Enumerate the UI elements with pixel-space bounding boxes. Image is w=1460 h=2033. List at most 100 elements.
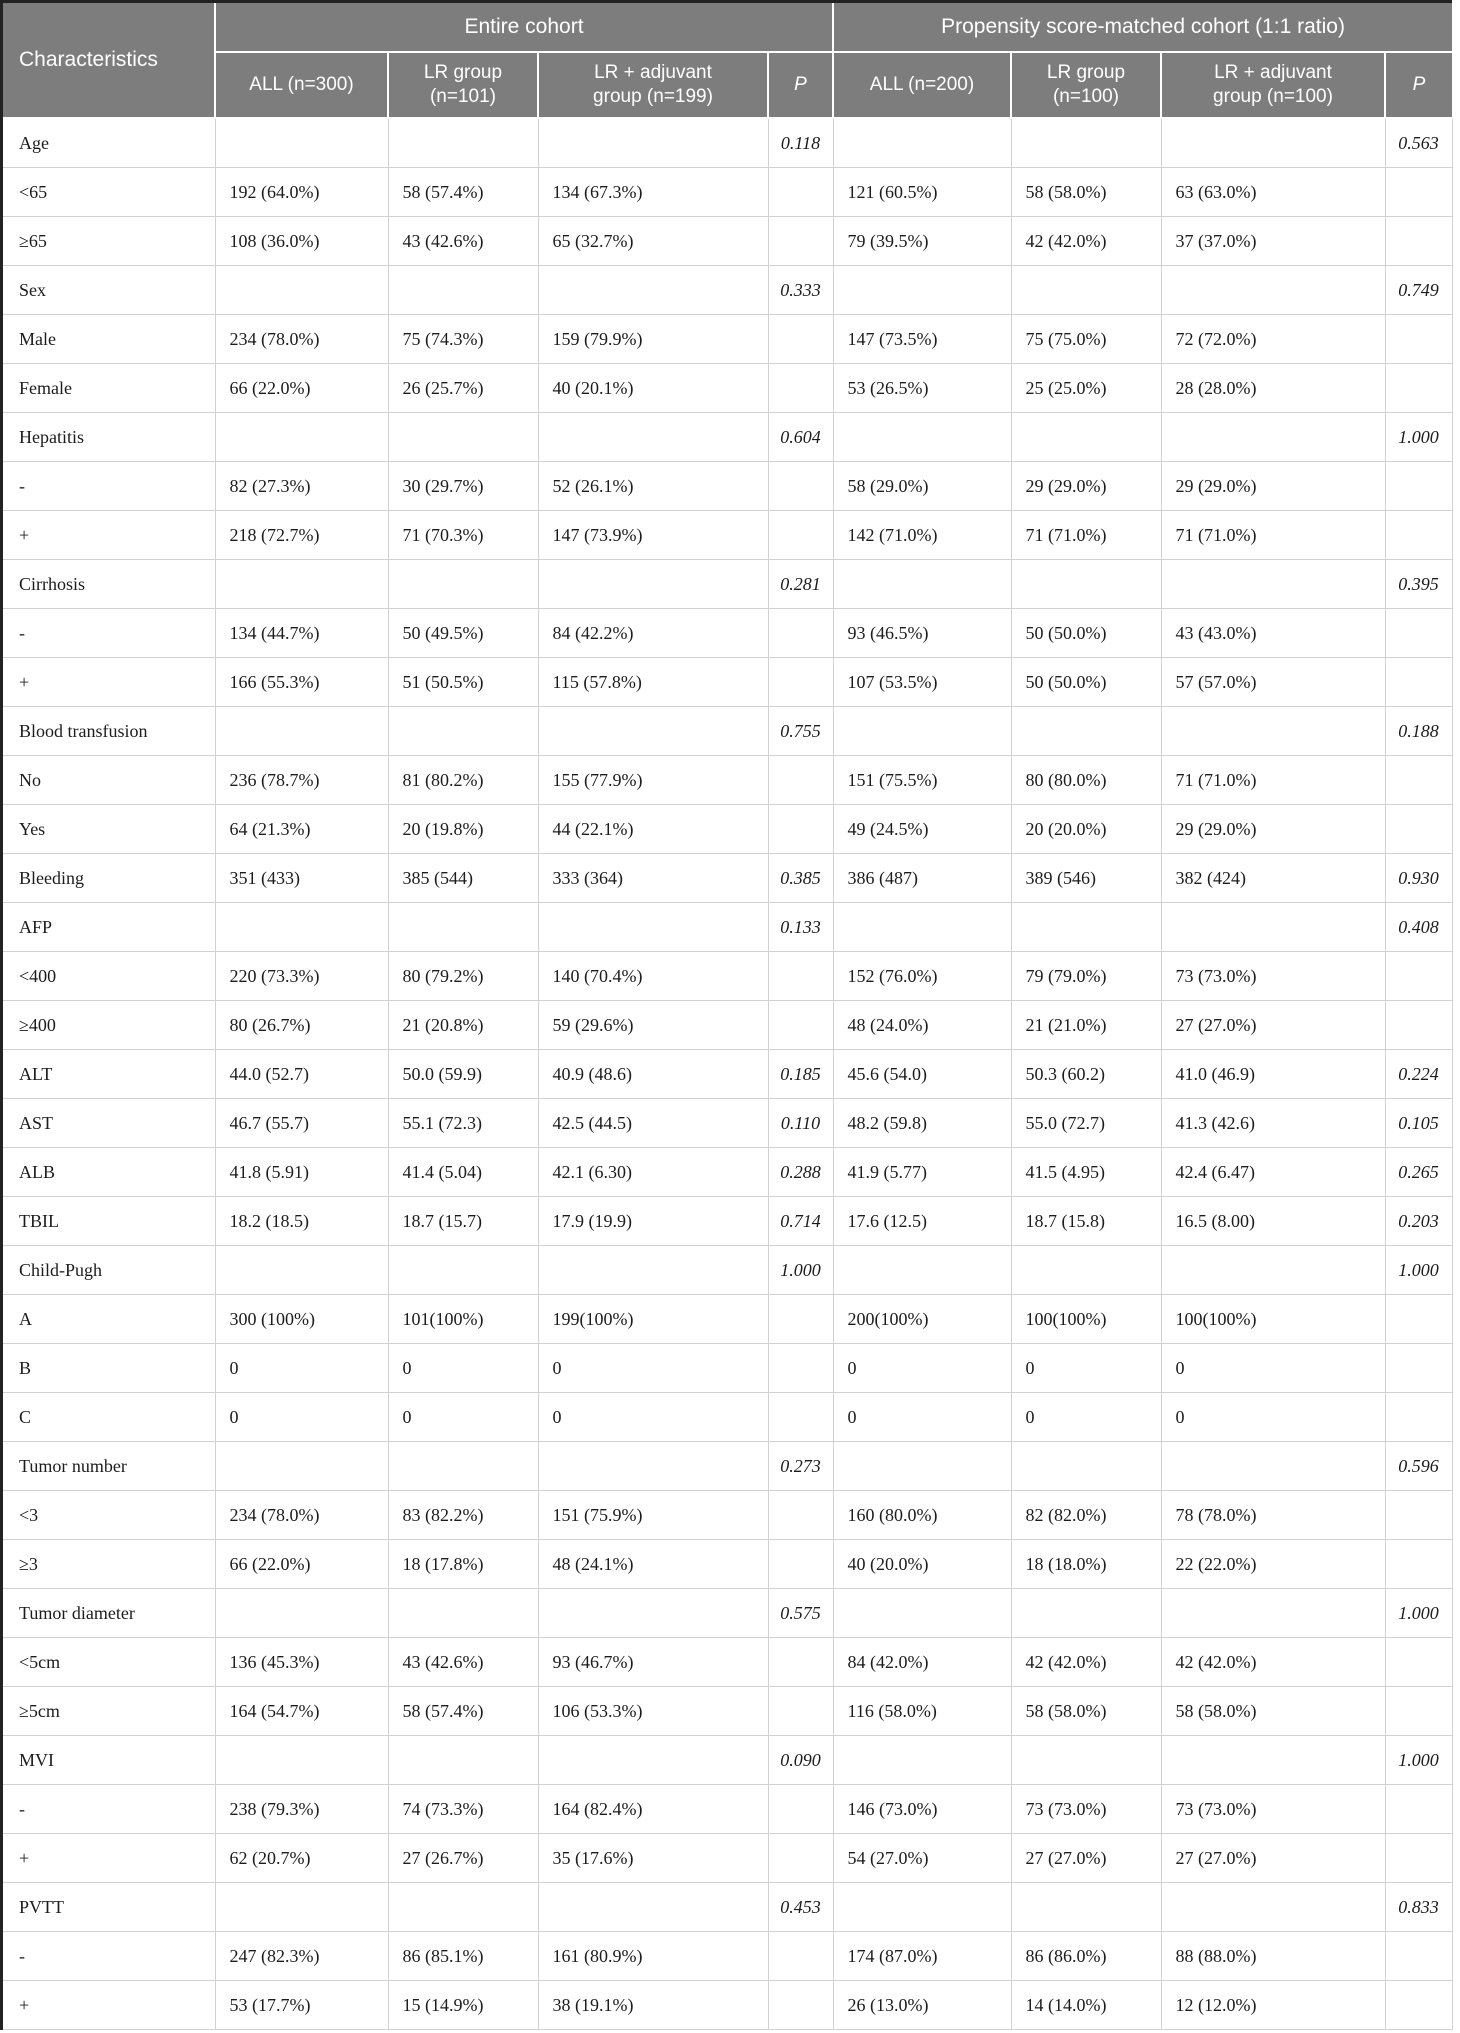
- data-cell: [832, 1588, 1012, 1638]
- data-cell: 54 (27.0%): [832, 1833, 1012, 1883]
- row-label: Male: [3, 314, 216, 364]
- data-cell: 64 (21.3%): [214, 804, 389, 854]
- data-cell: [387, 412, 539, 462]
- table-row: AFP 0.133 0.408: [3, 902, 1453, 952]
- data-cell: 101(100%): [387, 1294, 539, 1344]
- data-cell: 73 (73.0%): [1160, 1784, 1386, 1834]
- p-value-cell: 0.749: [1384, 265, 1453, 315]
- p-value-cell: 0.273: [767, 1441, 834, 1491]
- data-cell: [214, 1735, 389, 1785]
- p-value-cell: [1384, 608, 1453, 658]
- data-cell: 42.5 (44.5): [537, 1098, 769, 1148]
- data-cell: 164 (54.7%): [214, 1686, 389, 1736]
- table-header: Characteristics Entire cohort Propensity…: [3, 3, 1453, 119]
- data-cell: 142 (71.0%): [832, 510, 1012, 560]
- data-cell: 75 (75.0%): [1010, 314, 1162, 364]
- data-cell: 58 (58.0%): [1010, 1686, 1162, 1736]
- data-cell: [537, 902, 769, 952]
- data-cell: [537, 1245, 769, 1295]
- table-row: Blood transfusion 0.755 0.188: [3, 706, 1453, 756]
- table-row: -247 (82.3%) 86 (85.1%) 161 (80.9%) 174 (87…: [3, 1931, 1453, 1981]
- data-cell: 42.4 (6.47): [1160, 1147, 1386, 1197]
- p-value-cell: 0.118: [767, 117, 834, 168]
- data-cell: 0: [387, 1392, 539, 1442]
- data-cell: [214, 1882, 389, 1932]
- table-row: Bleeding 351 (433) 385 (544) 333 (364) 0.385…: [3, 853, 1453, 903]
- data-cell: 234 (78.0%): [214, 1490, 389, 1540]
- row-label: ≥400: [3, 1000, 216, 1050]
- data-cell: 48 (24.0%): [832, 1000, 1012, 1050]
- p-value-cell: [767, 216, 834, 266]
- p-value-cell: [1384, 510, 1453, 560]
- data-cell: [537, 559, 769, 609]
- row-label: ALB: [3, 1147, 216, 1197]
- p-value-cell: [767, 167, 834, 217]
- row-label: ≥5cm: [3, 1686, 216, 1736]
- data-cell: 0: [832, 1392, 1012, 1442]
- data-cell: [1010, 1882, 1162, 1932]
- data-cell: 18.7 (15.8): [1010, 1196, 1162, 1246]
- data-cell: [387, 902, 539, 952]
- row-label: C: [3, 1392, 216, 1442]
- table-row: Child-Pugh 1.000 1.000: [3, 1245, 1453, 1295]
- row-label: B: [3, 1343, 216, 1393]
- data-cell: 88 (88.0%): [1160, 1931, 1386, 1981]
- data-cell: [214, 1588, 389, 1638]
- data-cell: 236 (78.7%): [214, 755, 389, 805]
- data-cell: [1010, 1735, 1162, 1785]
- data-cell: 50.0 (59.9): [387, 1049, 539, 1099]
- data-cell: [537, 1882, 769, 1932]
- p-value-cell: 0.188: [1384, 706, 1453, 756]
- p-value-cell: [767, 1686, 834, 1736]
- data-cell: 199(100%): [537, 1294, 769, 1344]
- data-cell: [832, 706, 1012, 756]
- p-value-cell: [767, 1784, 834, 1834]
- p-value-cell: 0.281: [767, 559, 834, 609]
- data-cell: 26 (13.0%): [832, 1980, 1012, 2030]
- data-cell: 50 (50.0%): [1010, 657, 1162, 707]
- data-cell: 20 (19.8%): [387, 804, 539, 854]
- data-cell: 140 (70.4%): [537, 951, 769, 1001]
- col-header-lr-psm: LR group (n=100): [1010, 51, 1162, 119]
- data-cell: 134 (44.7%): [214, 608, 389, 658]
- data-cell: [1010, 559, 1162, 609]
- data-cell: [1160, 902, 1386, 952]
- table-row: Cirrhosis 0.281 0.395: [3, 559, 1453, 609]
- data-cell: [832, 265, 1012, 315]
- table-row: -238 (79.3%) 74 (73.3%) 164 (82.4%) 146 (73…: [3, 1784, 1453, 1834]
- p-value-cell: 0.333: [767, 265, 834, 315]
- data-cell: 121 (60.5%): [832, 167, 1012, 217]
- data-cell: 21 (20.8%): [387, 1000, 539, 1050]
- table-row: A 300 (100%) 101(100%) 199(100%) 200(100%) 10…: [3, 1294, 1453, 1344]
- data-cell: [1160, 1441, 1386, 1491]
- table-row: +166 (55.3%) 51 (50.5%) 115 (57.8%) 107 (53…: [3, 657, 1453, 707]
- data-cell: [832, 412, 1012, 462]
- data-cell: 21 (21.0%): [1010, 1000, 1162, 1050]
- p-value-cell: [1384, 216, 1453, 266]
- row-label: Tumor number: [3, 1441, 216, 1491]
- data-cell: [214, 706, 389, 756]
- data-cell: 134 (67.3%): [537, 167, 769, 217]
- p-value-cell: 1.000: [767, 1245, 834, 1295]
- data-cell: [387, 117, 539, 168]
- data-cell: 71 (70.3%): [387, 510, 539, 560]
- row-label: Age: [3, 117, 216, 168]
- data-cell: 44.0 (52.7): [214, 1049, 389, 1099]
- data-cell: 0: [1010, 1392, 1162, 1442]
- data-cell: 58 (57.4%): [387, 167, 539, 217]
- data-cell: [1010, 1441, 1162, 1491]
- data-cell: 58 (58.0%): [1010, 167, 1162, 217]
- data-cell: 18 (18.0%): [1010, 1539, 1162, 1589]
- data-cell: [1010, 1588, 1162, 1638]
- data-cell: 63 (63.0%): [1160, 167, 1386, 217]
- data-cell: 382 (424): [1160, 853, 1386, 903]
- data-cell: [387, 265, 539, 315]
- data-cell: 115 (57.8%): [537, 657, 769, 707]
- p-value-cell: [1384, 1784, 1453, 1834]
- data-cell: 44 (22.1%): [537, 804, 769, 854]
- data-cell: 27 (26.7%): [387, 1833, 539, 1883]
- data-cell: 161 (80.9%): [537, 1931, 769, 1981]
- data-cell: [387, 1245, 539, 1295]
